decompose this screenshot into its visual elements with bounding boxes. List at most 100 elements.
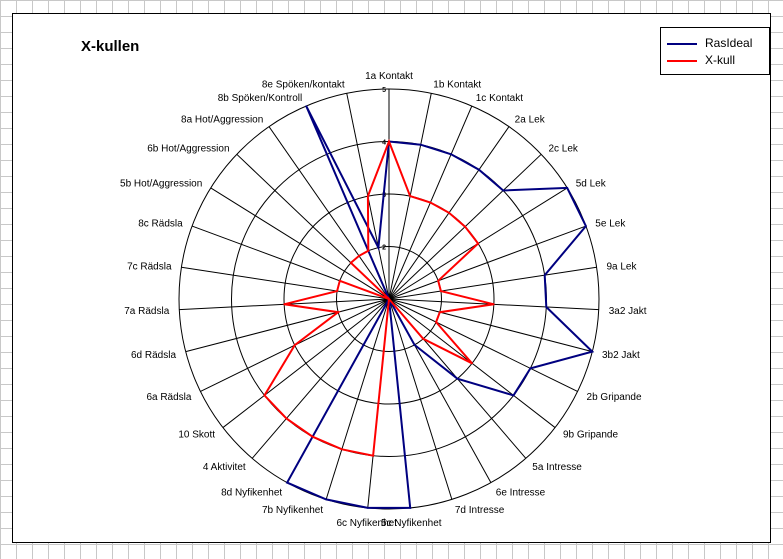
data-point [286,481,288,484]
tick-label: 1 [382,297,386,304]
chart-title: X-kullen [81,38,140,55]
axis-spoke [388,266,597,300]
legend-swatch-x-kull [667,60,697,62]
data-point [439,311,441,313]
tick-label: 4 [382,140,386,147]
legend[interactable]: RasIdeal X-kull [660,27,770,75]
data-point [543,274,546,276]
data-point [388,298,390,300]
axis-spoke [388,298,593,353]
chart-area[interactable]: 1a Kontakt 1b Kontakt 1c Kontakt 2a Lek 2c L… [12,13,771,543]
data-point [591,350,594,353]
axis-label: 8d Nyfikenhet [221,487,282,498]
tick-label: 5 [382,87,386,94]
data-point [529,367,532,370]
data-point [493,303,495,306]
axis-label: 6a Rädsla [146,392,191,403]
axis-label: 7a Rädsla [124,306,169,317]
axis-label: 1c Kontakt [476,93,523,104]
axis-spoke [388,298,453,500]
legend-item-x-kull: X-kull [661,52,769,68]
axis-label: 7b Nyfikenhet [262,505,323,516]
radar-chart: 1a Kontakt 1b Kontakt 1c Kontakt 2a Lek 2c L… [120,71,647,529]
legend-label-rasideal: RasIdeal [705,36,753,50]
data-point [502,189,504,192]
data-point [325,498,327,501]
axis-spoke [388,298,578,392]
axis-label: 6b Hot/Aggression [147,143,229,154]
axis-spoke [325,298,390,500]
data-point [366,507,369,509]
axis-label: 6e Intresse [496,487,546,498]
tick-label: 2 [382,245,386,252]
data-point [367,195,369,197]
axis-label: 6c Nyfikenhet [336,518,397,529]
axis-label: 5c Nyfikenhet [381,518,442,529]
data-point [358,255,360,257]
axis-label: 9b Gripande [563,430,618,441]
data-point [422,338,424,340]
data-point [585,225,587,227]
axis-spoke [222,298,390,428]
data-point [512,394,515,397]
axis-label: 8a Hot/Aggression [181,114,263,125]
data-point [283,303,285,306]
data-point [285,417,288,420]
series-line-x-kull [263,138,495,457]
axis-label: 5e Lek [595,219,626,230]
data-point [337,311,339,313]
data-point [429,201,432,204]
data-point [367,249,370,252]
data-point [456,377,459,380]
axis-label: 3a2 Jakt [609,306,647,317]
data-point [440,290,442,292]
data-point [263,394,266,397]
data-point [545,306,548,308]
data-point [377,246,380,249]
axis-label: 7d Intresse [455,505,505,516]
data-point [409,195,411,197]
axis-label: 5d Lek [576,179,607,190]
data-point [437,279,440,282]
axis-label: 8c Rädsla [138,219,183,230]
data-point [409,507,412,509]
axis-label: 5b Hot/Aggression [120,179,202,190]
axis-label: 4 Aktivitet [203,462,246,473]
data-point [305,105,307,107]
axis-label: 2c Lek [548,143,578,154]
data-point [341,448,343,451]
data-point [478,168,480,171]
legend-swatch-rasideal [667,43,697,45]
data-point [435,321,437,323]
axis-label: 2b Gripande [587,392,642,403]
data-point [293,344,296,347]
axis-label: 9a Lek [606,262,637,273]
legend-label-x-kull: X-kull [705,53,736,67]
data-point [336,290,338,292]
data-point [477,242,479,245]
axis-label: 2a Lek [515,114,546,125]
axis-spoke [181,266,390,300]
data-point [388,140,390,143]
data-point [450,153,452,156]
axis-label: 8e Spöken/kontakt [262,80,345,91]
data-point [448,212,450,214]
axis-label: 7c Rädsla [127,262,172,273]
data-point [464,225,466,228]
legend-item-rasideal: RasIdeal [661,35,769,51]
data-point [413,344,416,346]
data-point [350,262,352,264]
data-point [311,435,314,438]
axis-spoke [268,126,390,300]
data-point [566,187,569,189]
axis-spoke [388,225,587,300]
data-point [372,454,374,457]
axis-label: 1b Kontakt [433,80,481,91]
data-point [419,143,422,146]
axis-label: 10 Skott [178,430,215,441]
data-point [338,279,341,282]
axis-spoke [185,298,390,353]
axis-spoke [251,298,390,459]
axis-label: 6d Rädsla [131,350,176,361]
axis-label: 3b2 Jakt [602,350,640,361]
